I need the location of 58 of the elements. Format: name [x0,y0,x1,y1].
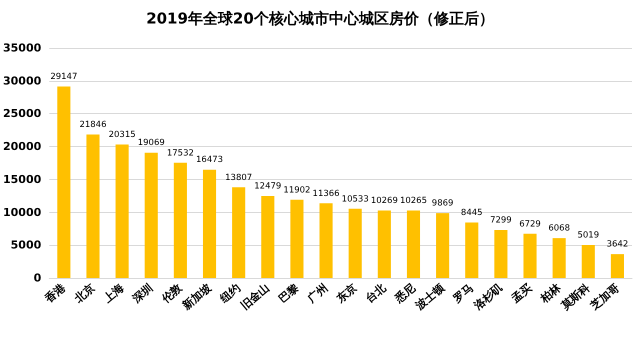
y-tick-label: 20000 [2,140,42,154]
data-label: 21846 [79,120,106,130]
y-tick-label: 30000 [2,74,42,88]
y-tick-label: 25000 [2,107,42,120]
y-tick-label: 35000 [2,42,42,54]
y-tick-label: 15000 [2,172,42,186]
bar [436,213,450,278]
x-tick-label: 广州 [304,281,330,306]
data-label: 10269 [370,196,398,206]
bar [57,86,70,278]
data-label: 13807 [225,172,252,183]
bar [610,254,624,278]
data-label: 29147 [50,72,78,82]
data-label: 9869 [432,198,454,209]
bar [232,187,246,278]
x-tick-label: 孟买 [508,281,534,306]
bar [144,152,158,278]
x-tick-label: 北京 [71,281,98,306]
bar [582,245,595,278]
bar [290,200,304,278]
chart-title: 2019年全球20个核心城市中心城区房价（修正后） [146,10,494,28]
bar [320,203,333,278]
x-tick-label: 深圳 [129,281,156,306]
y-tick-label: 5000 [10,238,42,252]
bar [465,222,478,278]
data-label: 7299 [490,216,512,226]
bar [86,134,100,278]
bar [378,210,391,278]
data-label: 10265 [400,196,427,206]
bar [494,230,508,278]
x-tick-label: 香港 [42,280,69,306]
data-label: 20315 [108,130,136,140]
data-label: 3642 [606,240,628,250]
bar [348,208,362,278]
y-tick-label: 0 [34,272,42,284]
bar [174,162,187,278]
bar [552,238,566,278]
x-tick-label: 台北 [363,280,390,306]
x-tick-label: 巴黎 [276,281,302,306]
bar [523,234,537,278]
data-label: 6729 [519,219,541,230]
data-label: 12479 [254,181,282,192]
data-label: 19069 [138,138,165,148]
bar [202,170,216,278]
data-label: 11902 [283,185,310,196]
data-label: 16473 [196,155,224,166]
bar [406,210,420,278]
x-tick-label: 上海 [100,281,126,306]
data-label: 17532 [166,148,194,158]
bar [116,144,129,278]
data-label: 5019 [577,230,600,241]
x-tick-label: 东京 [333,281,360,306]
data-label: 8445 [460,208,483,218]
data-label: 10533 [342,194,369,204]
y-tick-label: 10000 [2,206,42,219]
data-label: 11366 [312,188,340,199]
data-label: 6068 [548,224,570,234]
bar [261,196,274,278]
